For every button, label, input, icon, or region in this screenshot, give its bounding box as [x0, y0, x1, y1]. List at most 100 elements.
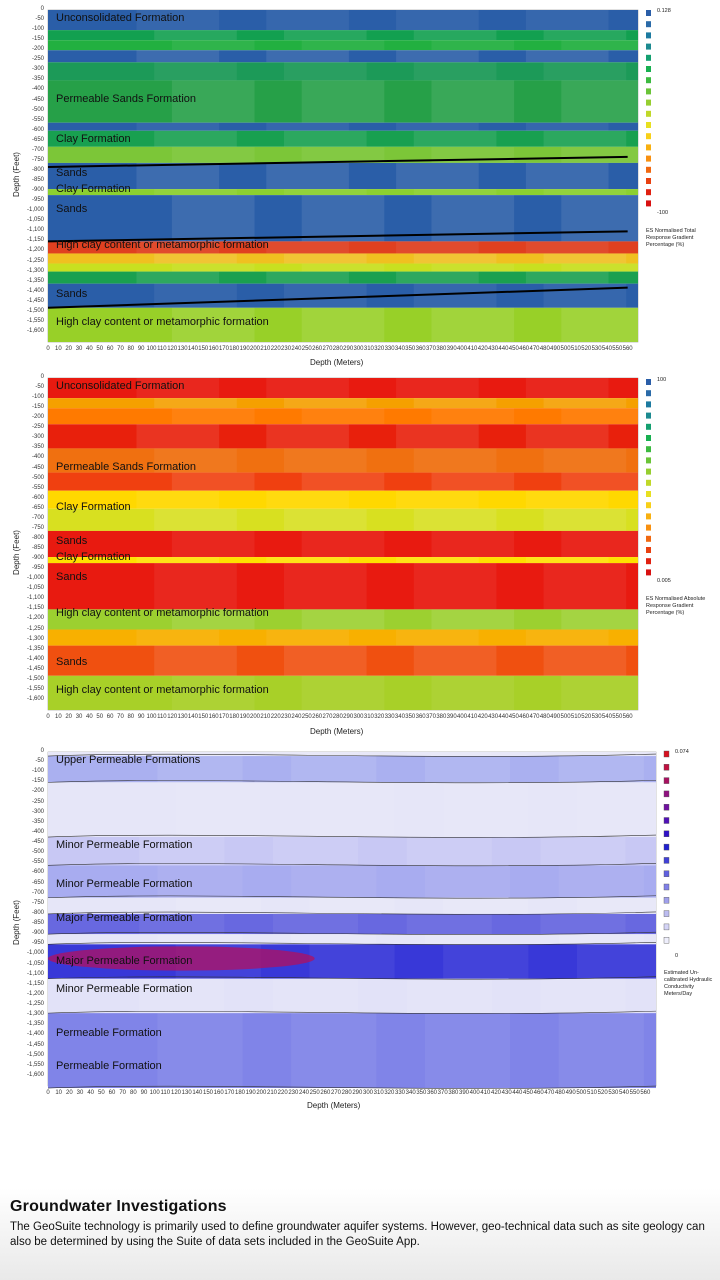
band-texture: [413, 508, 497, 531]
x-tick-label: 370: [425, 346, 436, 352]
x-tick-label: 530: [608, 1090, 619, 1096]
data-band: [48, 530, 638, 558]
footer-title: Groundwater Investigations: [10, 1198, 227, 1215]
band-texture: [431, 263, 515, 272]
band-texture: [431, 609, 515, 630]
data-band: [48, 253, 638, 264]
y-tick-label: -300: [31, 808, 44, 815]
band-texture: [171, 195, 255, 242]
y-tick-label: -1,250: [26, 257, 44, 264]
x-tick-label: 390: [446, 346, 457, 352]
y-tick-label: -1,200: [26, 990, 44, 997]
x-tick-label: 100: [149, 1090, 160, 1096]
y-tick-label: -600: [31, 126, 44, 133]
y-tick-label: -350: [31, 76, 44, 83]
x-tick-label: 300: [353, 714, 364, 720]
band-texture: [309, 782, 395, 838]
x-tick-label: 240: [291, 714, 302, 720]
band-texture: [396, 50, 479, 63]
data-band: [48, 1013, 656, 1089]
y-tick-label: -950: [31, 940, 44, 947]
legend-swatch: [646, 88, 651, 95]
chart-panel-absolute-gradient: Depth (Feet) Depth (Meters) Unconsolidat…: [0, 370, 720, 740]
band-texture: [284, 508, 367, 531]
band-texture: [543, 189, 627, 196]
x-tick-label: 230: [281, 714, 292, 720]
band-texture: [266, 241, 349, 254]
band-texture: [396, 162, 479, 190]
band-texture: [543, 448, 627, 473]
y-tick-label: -1,200: [26, 247, 44, 254]
x-tick-label: 10: [55, 1090, 62, 1096]
footer-body: The GeoSuite technology is primarily use…: [10, 1221, 705, 1248]
legend-swatch: [646, 32, 651, 39]
band-texture: [136, 162, 220, 190]
y-tick-label: -1,300: [26, 1011, 44, 1018]
x-tick-label: 280: [341, 1090, 352, 1096]
x-tick-label: 70: [117, 346, 124, 352]
x-tick-label: 170: [218, 346, 229, 352]
x-tick-label: 380: [436, 714, 447, 720]
x-tick-label: 90: [137, 714, 145, 720]
x-tick-label: 210: [266, 1090, 278, 1096]
x-tick-label: 50: [96, 346, 104, 352]
band-texture: [543, 253, 627, 264]
band-texture: [431, 530, 515, 558]
x-tick-label: 30: [76, 1090, 84, 1096]
x-tick-label: 130: [177, 346, 188, 352]
x-tick-label: 150: [202, 1090, 214, 1096]
band-texture: [540, 752, 626, 757]
band-texture: [266, 271, 349, 284]
band-texture: [291, 934, 377, 945]
x-tick-label: 420: [477, 714, 488, 720]
y-tick-label: -1,350: [26, 645, 44, 652]
x-tick-label: 530: [591, 714, 602, 720]
y-tick-label: -250: [31, 424, 44, 431]
y-tick-label: -350: [31, 444, 44, 451]
legend-swatch: [646, 10, 651, 16]
legend-swatch: [646, 547, 651, 553]
legend-swatch: [646, 401, 651, 408]
x-tick-label: 450: [508, 346, 519, 352]
contour-line: [47, 895, 657, 899]
x-tick-label: 300: [362, 1090, 374, 1096]
x-tick-label: 470: [529, 346, 540, 352]
x-tick-label: 270: [322, 714, 333, 720]
y-tick-label: -1,050: [26, 585, 44, 592]
formation-label: Upper Permeable Formations: [56, 754, 201, 767]
band-texture: [413, 283, 497, 308]
x-tick-label: 210: [260, 346, 271, 352]
y-tick-label: -1,600: [26, 1071, 44, 1078]
band-texture: [431, 675, 515, 710]
y-tick-label: -800: [31, 909, 44, 916]
data-band: [48, 40, 638, 51]
band-texture: [157, 756, 243, 783]
band-texture: [266, 629, 349, 646]
y-axis-label: Depth (Feet): [11, 900, 21, 945]
band-texture: [431, 472, 515, 491]
band-texture: [301, 80, 385, 123]
x-tick-label: 250: [301, 714, 312, 720]
y-tick-label: -1,550: [26, 685, 44, 692]
band-texture: [136, 241, 220, 254]
y-tick-label: 0: [40, 6, 44, 12]
data-band: [48, 189, 638, 196]
band-texture: [171, 675, 255, 710]
x-tick-label: 40: [86, 714, 93, 720]
x-tick-label: 340: [394, 714, 405, 720]
band-texture: [443, 944, 529, 979]
band-texture: [154, 508, 237, 531]
y-tick-label: -500: [31, 106, 44, 113]
y-tick-label: -1,500: [26, 1051, 44, 1058]
x-tick-label: 550: [629, 1090, 640, 1096]
x-tick-label: 170: [218, 714, 229, 720]
formation-label: Clay Formation: [56, 551, 131, 564]
formation-label: Sands: [56, 534, 88, 547]
band-texture: [543, 563, 627, 610]
x-tick-label: 460: [533, 1090, 544, 1096]
y-tick-label: -1,250: [26, 625, 44, 632]
band-texture: [157, 865, 243, 898]
band-texture: [558, 865, 644, 898]
band-texture: [291, 756, 377, 783]
x-tick-label: 80: [127, 346, 135, 352]
